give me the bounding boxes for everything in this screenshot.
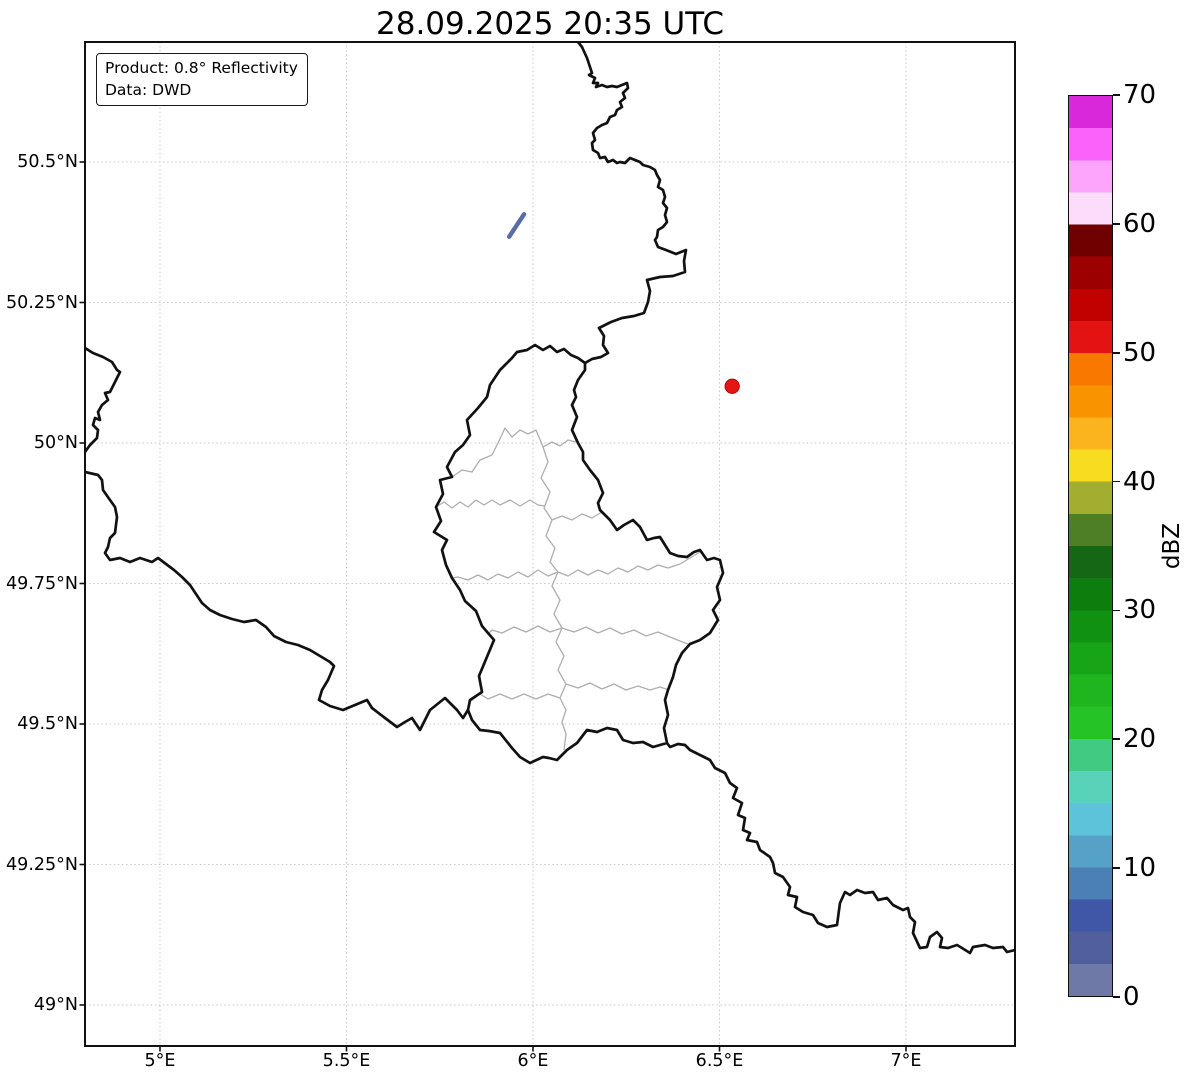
colorbar-tick-label: 20 xyxy=(1123,724,1157,755)
colorbar-tick-label: 30 xyxy=(1123,595,1157,626)
colorbar xyxy=(1068,95,1113,997)
admin-border-line xyxy=(451,569,559,581)
colorbar-tick-mark xyxy=(1113,996,1120,998)
country-border-line xyxy=(576,42,688,365)
product-info-box: Product: 0.8° Reflectivity Data: DWD xyxy=(96,53,308,106)
y-axis-tick-label: 49.75°N xyxy=(6,573,78,594)
colorbar-tick-label: 0 xyxy=(1123,982,1140,1012)
admin-border-line xyxy=(551,571,563,629)
y-axis-tick-label: 49.5°N xyxy=(17,714,78,734)
colorbar-tick-mark xyxy=(1113,609,1120,612)
colorbar-tick-label: 70 xyxy=(1123,80,1157,110)
admin-border-line xyxy=(555,627,567,751)
figure-title: 28.09.2025 20:35 UTC xyxy=(376,6,724,42)
admin-border-line xyxy=(470,693,561,702)
colorbar-tick-label: 50 xyxy=(1123,337,1157,368)
colorbar-unit-label: dBZ xyxy=(1159,522,1185,570)
y-axis-tick-label: 49.25°N xyxy=(6,854,78,875)
admin-border-line xyxy=(557,551,701,577)
colorbar-tick-mark xyxy=(1113,738,1120,741)
product-info-line1: Product: 0.8° Reflectivity xyxy=(105,59,298,77)
colorbar-tick-label: 10 xyxy=(1123,853,1157,884)
x-axis-tick-label: 7°E xyxy=(890,1051,922,1071)
country-border-line xyxy=(85,470,470,732)
admin-border-line xyxy=(561,626,689,645)
country-border-line xyxy=(85,346,122,454)
admin-border-line xyxy=(451,427,577,478)
country-border-line xyxy=(432,343,725,765)
admin-border-line xyxy=(540,446,559,573)
admin-border-line xyxy=(565,682,670,691)
product-info-line2: Data: DWD xyxy=(105,81,192,99)
y-axis-tick-label: 50.5°N xyxy=(17,152,78,172)
colorbar-tick-mark xyxy=(1113,867,1120,869)
radar-echo-dot xyxy=(724,378,740,394)
y-axis-tick-label: 50.25°N xyxy=(6,292,78,313)
colorbar-tick-mark xyxy=(1113,480,1120,483)
colorbar-tick-mark xyxy=(1113,223,1120,225)
x-axis-tick-label: 5°E xyxy=(144,1051,176,1071)
colorbar-tick-mark xyxy=(1113,94,1120,96)
colorbar-tick-label: 60 xyxy=(1123,208,1157,239)
x-axis-tick-label: 6°E xyxy=(517,1051,549,1071)
country-border-line xyxy=(665,741,1015,955)
colorbar-tick-mark xyxy=(1113,351,1120,354)
x-axis-tick-label: 5.5°E xyxy=(322,1051,371,1071)
admin-border-line xyxy=(487,625,563,635)
radar-echo-dash xyxy=(506,212,527,239)
plot-frame xyxy=(84,41,1016,1047)
admin-border-line xyxy=(435,499,546,509)
colorbar-tick-label: 40 xyxy=(1123,466,1157,497)
y-axis-tick-label: 50°N xyxy=(33,433,78,453)
x-axis-tick-label: 6.5°E xyxy=(695,1051,744,1071)
y-axis-tick-label: 49°N xyxy=(33,995,78,1015)
